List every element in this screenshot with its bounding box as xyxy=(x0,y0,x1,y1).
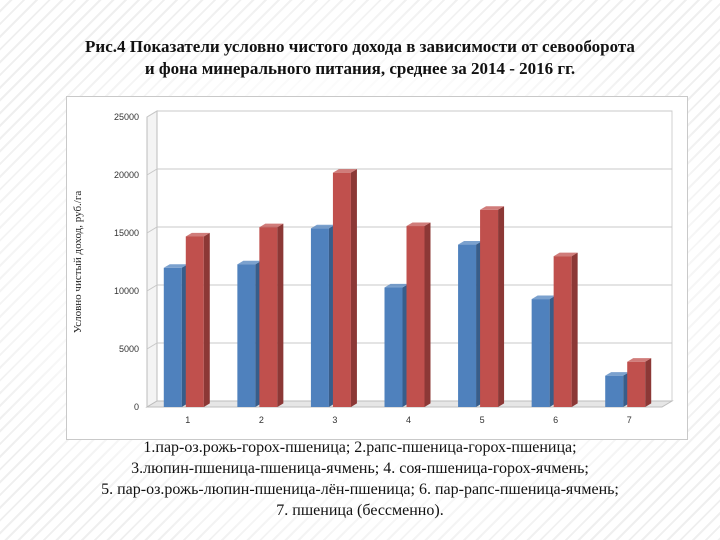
bar-side xyxy=(498,206,505,407)
y-tick-label: 10000 xyxy=(114,286,139,296)
legend-line-1: 1.пар-оз.рожь-горох-пшеница; 2.рапс-пшен… xyxy=(143,439,577,456)
y-tick-label: 20000 xyxy=(114,170,139,180)
bar-front xyxy=(332,172,351,407)
gridline xyxy=(146,110,672,118)
y-tick-label: 5000 xyxy=(119,344,139,354)
bar-top xyxy=(458,241,483,245)
bar-side xyxy=(424,222,431,407)
bar-top xyxy=(384,283,409,288)
category-legend: 1.пар-оз.рожь-горох-пшеница; 2.рапс-пшен… xyxy=(40,437,680,521)
bar-front xyxy=(259,227,278,407)
bar-top xyxy=(332,169,357,173)
bar-top xyxy=(406,222,431,227)
bar-front xyxy=(458,244,477,407)
bar-front xyxy=(627,361,646,407)
plot-side-wall xyxy=(146,110,158,408)
bar-side xyxy=(350,169,357,407)
bar-top xyxy=(605,372,630,376)
bar-front xyxy=(531,299,550,407)
bar-side xyxy=(277,223,284,407)
gridline xyxy=(146,168,672,176)
bar-top xyxy=(259,223,284,228)
bar-top xyxy=(185,232,210,237)
bar-front xyxy=(553,256,572,407)
title-line-2: и фона минерального питания, среднее за … xyxy=(144,59,576,78)
bar-top xyxy=(553,252,578,257)
bar-top xyxy=(531,295,556,300)
x-tick-label: 6 xyxy=(553,415,558,425)
bar-front xyxy=(384,287,403,407)
bar-side xyxy=(203,232,210,407)
x-tick-label: 4 xyxy=(406,415,411,425)
y-tick-label: 15000 xyxy=(114,228,139,238)
x-tick-label: 5 xyxy=(480,415,485,425)
legend-line-3: 5. пар-оз.рожь-люпин-пшеница-лён-пшеница… xyxy=(101,481,619,498)
x-tick-label: 1 xyxy=(185,415,190,425)
bar-front xyxy=(185,236,204,407)
y-axis-title: Условно чистый доход, руб./га xyxy=(72,191,84,334)
bar-front xyxy=(163,267,182,407)
bar-front xyxy=(605,375,624,407)
chart-title: Рис.4 Показатели условно чистого дохода … xyxy=(30,36,690,80)
bar-front xyxy=(406,226,425,407)
bar-side xyxy=(571,252,578,407)
legend-line-4: 7. пшеница (бессменно). xyxy=(276,502,444,519)
bar-front xyxy=(310,228,329,407)
x-tick-label: 2 xyxy=(259,415,264,425)
bar-side xyxy=(645,358,652,407)
chart-svg: 0 5000 10000 15000 20000 25000 Условно чистый … xyxy=(72,110,674,425)
bar-top xyxy=(163,264,188,268)
bar-front xyxy=(480,209,499,407)
chart-area: 0 5000 10000 15000 20000 25000 Условно чистый … xyxy=(66,96,688,440)
legend-line-2: 3.люпин-пшеница-пшеница-ячмень; 4. соя-п… xyxy=(131,460,589,477)
bar-top xyxy=(480,206,505,210)
y-tick-label: 25000 xyxy=(114,112,139,122)
x-tick-label: 3 xyxy=(332,415,337,425)
bar-top xyxy=(310,224,335,229)
bar-front xyxy=(237,264,256,407)
bar-top xyxy=(237,260,262,265)
bar-top xyxy=(627,358,652,362)
title-line-1: Рис.4 Показатели условно чистого дохода … xyxy=(85,37,635,56)
y-tick-label: 0 xyxy=(134,402,139,412)
x-tick-label: 7 xyxy=(627,415,632,425)
